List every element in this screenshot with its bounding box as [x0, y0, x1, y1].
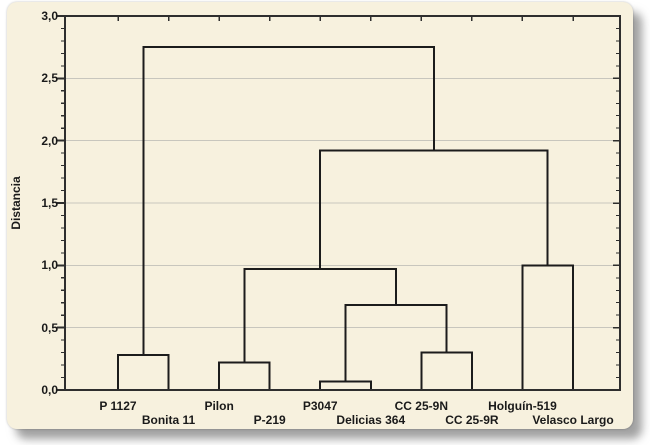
y-tick-label: 2,0: [41, 133, 58, 148]
y-tick-label: 2,5: [41, 71, 58, 86]
cluster-link-M4: [420, 351, 473, 390]
leaf-label: P 1127: [99, 399, 137, 413]
leaf-label: P-219: [253, 413, 286, 427]
dendrogram-links: [117, 46, 574, 390]
y-tick-label: 1,0: [41, 258, 58, 273]
leaf-label: P3047: [302, 399, 338, 413]
leaf-label: Pilon: [204, 399, 234, 413]
cluster-link-M2: [218, 361, 271, 390]
plot-frame: [64, 15, 621, 391]
cluster-link-M5: [344, 304, 448, 382]
grid-lines: [66, 77, 619, 329]
leaf-label: CC 25-9N: [394, 399, 448, 413]
y-tick-label: 3,0: [41, 9, 58, 23]
leaf-label: Velasco Largo: [532, 413, 614, 427]
leaf-label: Bonita 11: [141, 413, 196, 427]
y-tick-label: 1,5: [41, 196, 58, 210]
cluster-link-M6: [243, 268, 398, 363]
y-tick-label: 0,5: [41, 320, 58, 335]
leaf-label: Holguín-519: [488, 399, 557, 413]
y-tick-label: 0,0: [41, 383, 58, 397]
cluster-link-M3: [319, 380, 372, 390]
cluster-link-M8: [319, 149, 549, 270]
leaf-label: Delicias 364: [336, 413, 406, 427]
cluster-link-M9: [142, 46, 435, 356]
leaf-label: CC 25-9R: [445, 413, 499, 427]
plot-border: [64, 15, 621, 391]
cluster-link-M1: [117, 354, 170, 390]
